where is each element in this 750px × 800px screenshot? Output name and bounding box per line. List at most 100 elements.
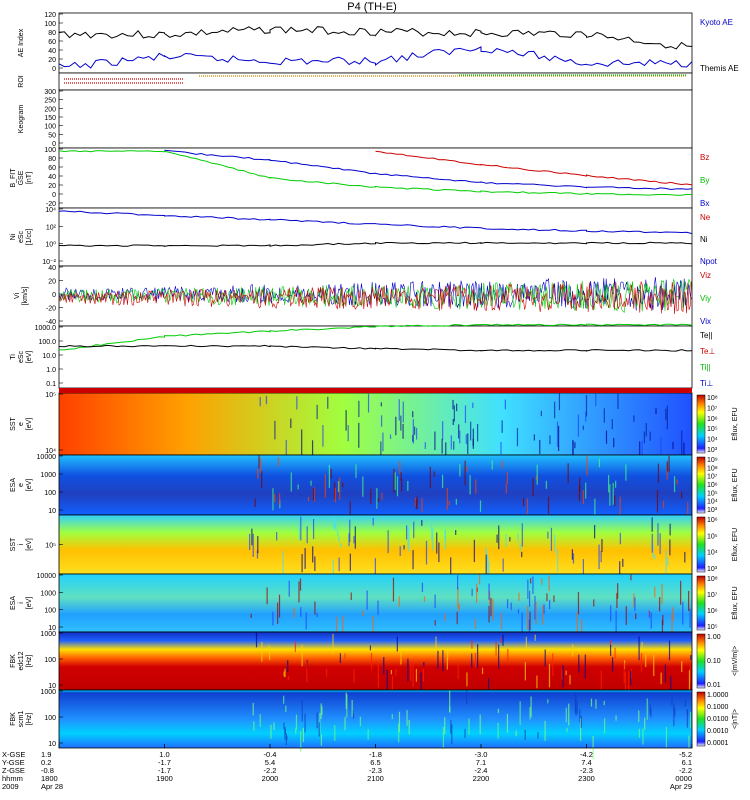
esa_i-cbar-tick: 10⁷ [707,592,718,599]
panel-bfit: 100 80 60 40 20 0 -20 B_FIT GSE [nT] Bz By Bx [10,147,709,209]
fbk_b-texture-stripe [519,701,521,725]
sst_i-texture-stripe [444,530,447,550]
sst_i-texture-stripe [304,548,306,569]
esa_e-texture-stripe [396,476,399,497]
esa_i-texture-stripe [474,618,477,629]
fbk_b-ylabel: [Hz] [26,713,33,726]
esa_i-texture-stripe [398,596,400,607]
series-by [58,150,693,196]
sst_i-texture-stripe [455,530,457,535]
sst_i-texture-stripe [387,530,389,554]
esa_e-texture-stripe [414,498,417,507]
esa_e-texture-stripe [261,471,263,488]
fbk_e-texture-stripe [624,672,627,697]
sst_i-texture-stripe [519,543,521,551]
ni-ylabel: [1/cc] [26,229,33,246]
xaxis-value: 2100 [367,774,384,783]
esa_i-texture-stripe [682,601,684,625]
fbk_b-cbar-tick: 1.0000 [707,692,729,699]
sst_i-ylabel: [eV] [26,538,33,551]
sst_i-texture-stripe [332,559,334,575]
fbk_e-texture-stripe [544,649,546,667]
sst_e-texture-stripe [645,423,647,437]
esa_e-texture-stripe [334,487,336,503]
sst_i-texture-stripe [517,532,519,543]
esa_i-texture-stripe [532,576,534,595]
fbk_e-texture-stripe [640,653,643,672]
esa_e-texture-stripe [505,483,507,494]
esa_i-ylabel: [eV] [26,597,33,610]
sst_e-texture-stripe [453,441,455,450]
esa_i-texture-stripe [543,604,545,614]
sst_e-texture-stripe [367,393,370,413]
esa_i-texture-stripe [492,599,494,621]
esa_e-texture-stripe [362,476,364,497]
fbk_b-texture-stripe [686,709,688,728]
sst_i-texture-stripe [550,527,553,551]
fbk_b-texture-stripe [391,714,393,720]
bfit-ytick-label: 100 [44,147,56,154]
fbk_b-texture-stripe [537,732,539,739]
fbk_e-cbar-tick: 1.00 [707,634,721,641]
esa_i-texture-stripe [488,605,490,623]
sst_e-texture-stripe [347,425,349,442]
bfit-ytick-label: 40 [48,174,56,181]
sst_e-texture-stripe [327,396,329,409]
esa_e-texture-stripe [614,495,616,506]
fbk_b-texture-stripe [345,692,347,709]
esa_i-texture-stripe [535,601,537,625]
esa_i-colorbar [696,575,706,631]
sst_i-texture-stripe [657,523,659,546]
esa_e-texture-stripe [376,488,378,509]
keogram-ytick-label: 50 [48,132,56,139]
fbk_e-texture-stripe [670,675,672,698]
bfit-ylabel: B_FIT [10,168,17,188]
sst_e-texture-stripe [441,438,443,454]
keogram-ytick-label: 300 [44,89,56,96]
esa_i-texture-stripe [250,613,252,618]
esa_i-texture-stripe [529,611,531,631]
fbk_e-texture-stripe [284,668,286,678]
fbk_b-spectrogram [59,690,692,748]
esa_i-texture-stripe [478,574,481,585]
fbk_b-texture-stripe [579,718,582,741]
fbk_b-texture-stripe [284,729,287,735]
ti-ytick-label: 0.1 [46,381,56,388]
esa_i-texture-stripe [293,607,295,618]
esa_i-texture-stripe [648,610,651,618]
fbk_b-texture-stripe [576,700,578,714]
esa_i-texture-stripe [593,599,595,607]
esa_i-texture-stripe [541,578,543,585]
sst_e-texture-stripe [672,441,674,449]
fbk_b-texture-stripe [334,725,336,741]
sst_e-texture-stripe [456,403,458,412]
fbk_b-ytick-label: 100 [44,715,56,722]
fbk_e-texture-stripe [502,634,504,646]
esa_e-texture-stripe [277,456,280,467]
fbk_e-texture-stripe [471,653,473,668]
sst_i-texture-stripe [498,525,500,550]
fbk_e-texture-stripe [681,661,683,673]
esa_i-texture-stripe [542,605,544,625]
fbk_e-texture-stripe [609,639,612,647]
esa_i-texture-stripe [661,619,664,640]
esa_e-texture-stripe [278,493,281,505]
bfit-ytick-label: -20 [46,201,56,208]
esa_e-texture-stripe [578,485,581,502]
sst_e-texture-stripe [681,430,683,455]
esa_i-texture-stripe [654,586,656,598]
sst_i-texture-stripe [619,532,621,545]
fbk_b-texture-stripe [352,714,355,719]
fbk_e-texture-stripe [390,670,393,675]
fbk_b-texture-stripe [352,710,354,716]
sst_i-ylabel: SST [10,537,17,551]
esa_i-cbar-label: Eflux, EFU [732,586,739,619]
sst_i-texture-stripe [372,517,374,526]
sst_i-texture-stripe [431,523,433,541]
esa_i-texture-stripe [299,578,302,591]
fbk_b-texture-stripe [638,710,640,722]
esa_e-texture-stripe [349,500,351,517]
xaxis-row-label: 2009 [2,782,19,791]
esa_e-texture-stripe [532,478,534,497]
